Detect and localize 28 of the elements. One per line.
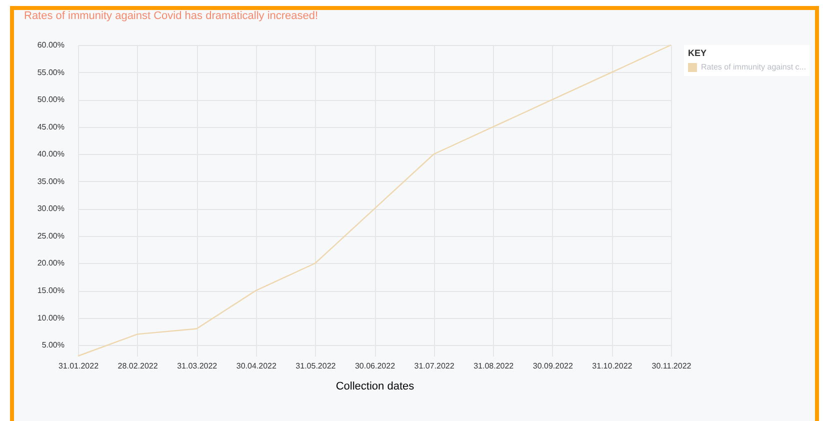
x-tick-label: 31.05.2022 (296, 362, 336, 370)
chart-title: Rates of immunity against Covid has dramatically increased! (24, 10, 318, 22)
x-tick-label: 31.03.2022 (177, 362, 218, 370)
y-tick-label: 55.00% (37, 68, 64, 77)
x-tick-label: 30.06.2022 (354, 362, 396, 370)
legend-title: KEY (688, 48, 707, 58)
y-tick-label: 10.00% (37, 313, 64, 322)
x-tick-label: 31.10.2022 (592, 362, 633, 370)
y-tick-label: 15.00% (37, 286, 64, 296)
x-tick-label: 31.08.2022 (474, 362, 514, 370)
x-tick-label: 30.11.2022 (652, 362, 692, 370)
x-tick-label: 28.02.2022 (118, 362, 158, 370)
x-tick-label: 31.07.2022 (414, 362, 455, 370)
y-tick-label: 30.00% (37, 204, 64, 214)
x-tick-label: 30.04.2022 (236, 362, 277, 370)
x-axis-title: Collection dates (336, 380, 415, 392)
line-series (77, 44, 672, 357)
y-tick-label: 50.00% (37, 95, 64, 104)
y-tick-label: 5.00% (42, 340, 64, 350)
y-tick-label: 35.00% (37, 176, 64, 186)
y-tick-label: 45.00% (37, 122, 64, 132)
x-tick-label: 30.09.2022 (532, 362, 574, 370)
y-tick-label: 40.00% (37, 150, 64, 159)
y-tick-label: 60.00% (37, 40, 64, 50)
y-tick-label: 25.00% (37, 231, 64, 240)
x-tick-label: 31.01.2022 (58, 362, 100, 370)
y-tick-label: 20.00% (37, 258, 64, 268)
legend-label: Rates of immunity against c... (701, 62, 806, 72)
